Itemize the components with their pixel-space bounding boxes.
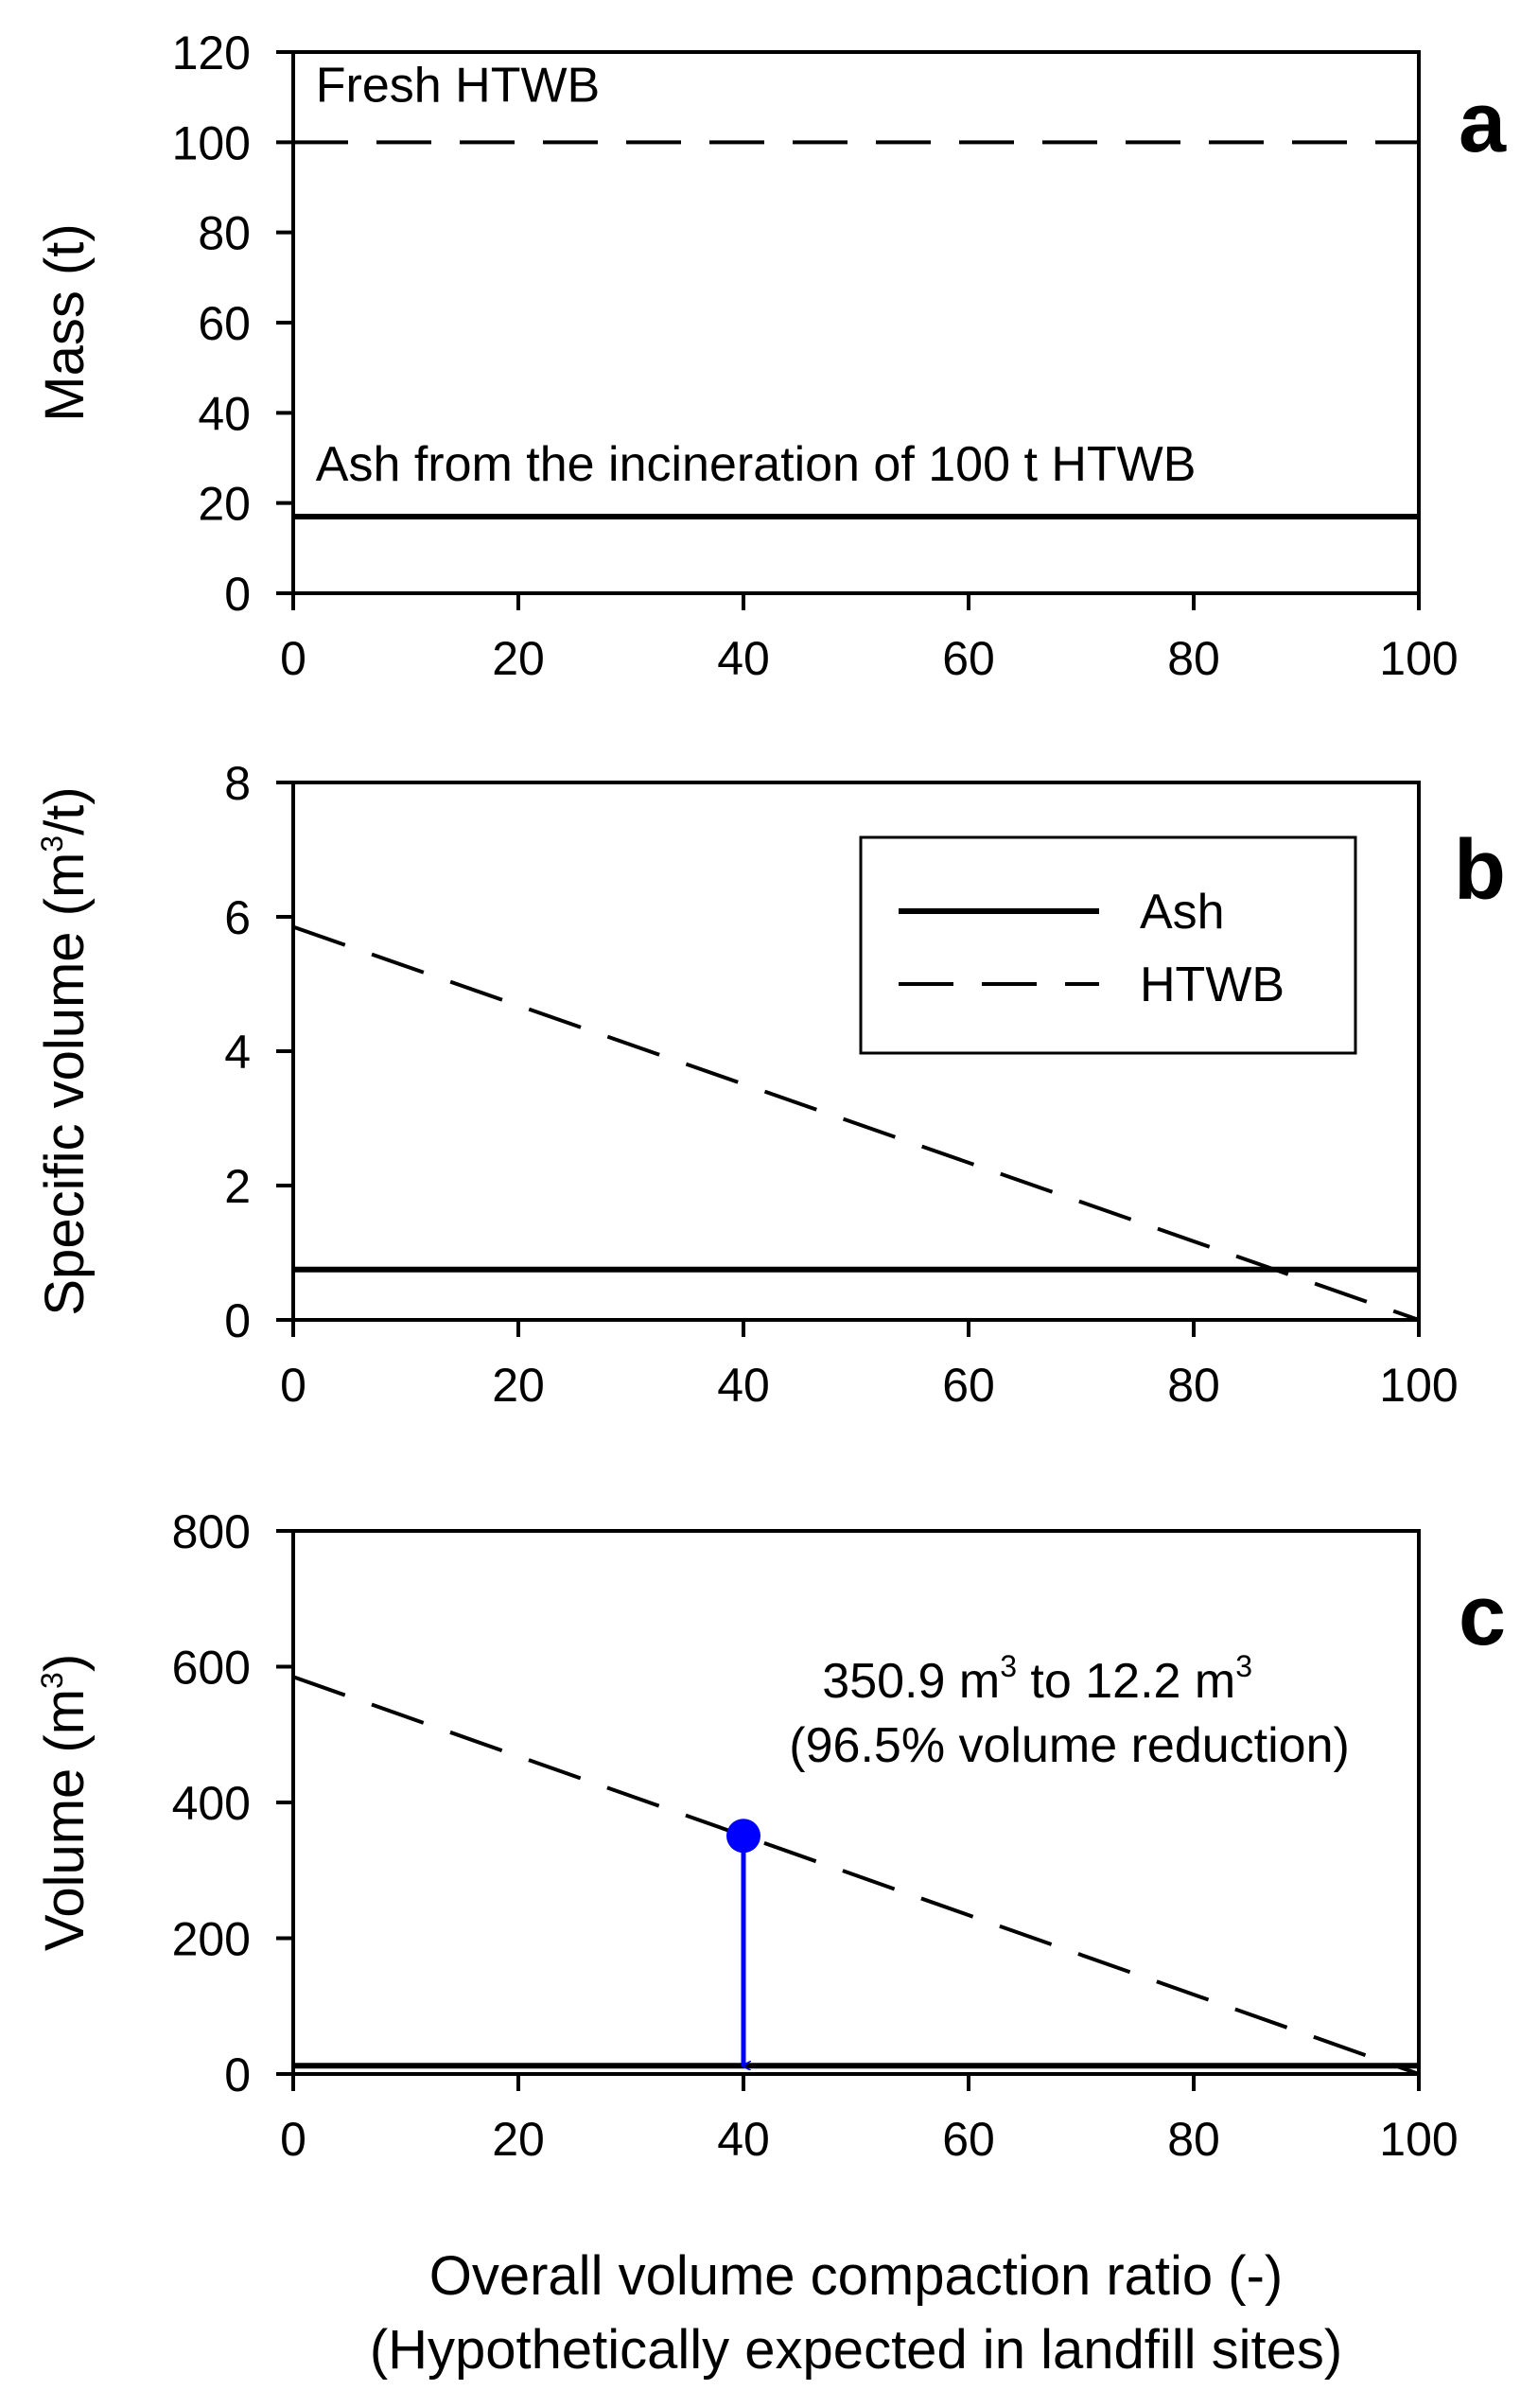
- series-c: [292, 1675, 1420, 2076]
- panel-c: 0 20 40 60 80 100 0 200 400 600 800 350.9 m3 to 1…: [34, 1505, 1506, 2381]
- x-tick-label: 60: [942, 2113, 995, 2166]
- x-ticks-b: 0 20 40 60 80 100: [280, 1320, 1459, 1412]
- x-axis-title-line2: (Hypothetically expected in landfill sit…: [370, 2319, 1342, 2381]
- x-tick-label: 20: [492, 1359, 545, 1412]
- x-tick-label: 40: [717, 2113, 770, 2166]
- x-tick-label: 0: [280, 632, 306, 685]
- y-axis-title-b: Specific volume (m3/t): [34, 786, 96, 1315]
- x-axis-title-line1: Overall volume compaction ratio (-): [429, 2245, 1284, 2307]
- x-tick-label: 40: [717, 632, 770, 685]
- x-tick-label: 0: [280, 2113, 306, 2166]
- series-line-htwb: [292, 924, 1420, 1322]
- series-b: [292, 924, 1420, 1322]
- y-tick-label: 0: [224, 2048, 251, 2101]
- x-tick-label: 60: [942, 632, 995, 685]
- y-tick-label: 400: [172, 1777, 251, 1830]
- x-tick-label: 0: [280, 1359, 306, 1412]
- x-tick-label: 40: [717, 1359, 770, 1412]
- plot-frame-c: [291, 1529, 1421, 2076]
- y-tick-label: 8: [224, 757, 251, 810]
- legend-box: [859, 835, 1357, 1055]
- y-tick-label: 120: [172, 26, 251, 79]
- annotation-ash: Ash from the incineration of 100 t HTWB: [316, 437, 1197, 492]
- y-ticks-c: 0 200 400 600 800: [172, 1505, 293, 2101]
- y-axis-title-c: Volume (m3): [34, 1654, 96, 1951]
- y-tick-label: 60: [198, 297, 251, 350]
- x-ticks-a: 0 20 40 60 80 100: [280, 593, 1459, 685]
- x-ticks-c: 0 20 40 60 80 100: [280, 2074, 1459, 2166]
- legend: Ash HTWB: [859, 835, 1357, 1055]
- panel-letter-b: b: [1454, 823, 1506, 918]
- x-tick-label: 80: [1167, 632, 1220, 685]
- panel-letter-a: a: [1459, 76, 1507, 170]
- y-tick-label: 0: [224, 1294, 251, 1347]
- x-tick-label: 100: [1379, 632, 1458, 685]
- panel-b: 0 20 40 60 80 100 0 2 4 6 8 Ash HTWB Specific vol…: [34, 757, 1506, 1412]
- y-tick-label: 200: [172, 1913, 251, 1966]
- y-tick-label: 100: [172, 116, 251, 169]
- x-tick-label: 60: [942, 1359, 995, 1412]
- panel-letter-c: c: [1459, 1569, 1506, 1663]
- annotation-volume-change: 350.9 m3 to 12.2 m3: [822, 1649, 1252, 1709]
- y-ticks-a: 0 20 40 60 80 100 120: [172, 26, 293, 621]
- y-tick-label: 800: [172, 1505, 251, 1558]
- series-line-htwb: [292, 1675, 1420, 2076]
- x-tick-label: 20: [492, 632, 545, 685]
- series-a: [293, 140, 1419, 519]
- y-tick-label: 80: [198, 207, 251, 260]
- legend-label-ash: Ash: [1140, 885, 1225, 940]
- annotation-fresh-htwb: Fresh HTWB: [316, 58, 600, 113]
- y-tick-label: 6: [224, 891, 251, 944]
- y-tick-label: 2: [224, 1160, 251, 1213]
- y-tick-label: 0: [224, 568, 251, 621]
- y-ticks-b: 0 2 4 6 8: [224, 757, 293, 1347]
- x-tick-label: 20: [492, 2113, 545, 2166]
- x-tick-label: 80: [1167, 1359, 1220, 1412]
- annotation-volume-reduction: (96.5% volume reduction): [789, 1718, 1350, 1773]
- y-axis-title-a: Mass (t): [34, 223, 96, 421]
- y-tick-label: 600: [172, 1642, 251, 1695]
- x-tick-label: 100: [1379, 1359, 1458, 1412]
- y-tick-label: 4: [224, 1026, 251, 1079]
- x-tick-label: 100: [1379, 2113, 1458, 2166]
- y-tick-label: 40: [198, 387, 251, 440]
- y-tick-label: 20: [198, 478, 251, 531]
- plot-frame-a: [291, 50, 1421, 595]
- legend-label-htwb: HTWB: [1140, 958, 1285, 1012]
- x-tick-label: 80: [1167, 2113, 1220, 2166]
- highlight-point: [726, 1819, 760, 1854]
